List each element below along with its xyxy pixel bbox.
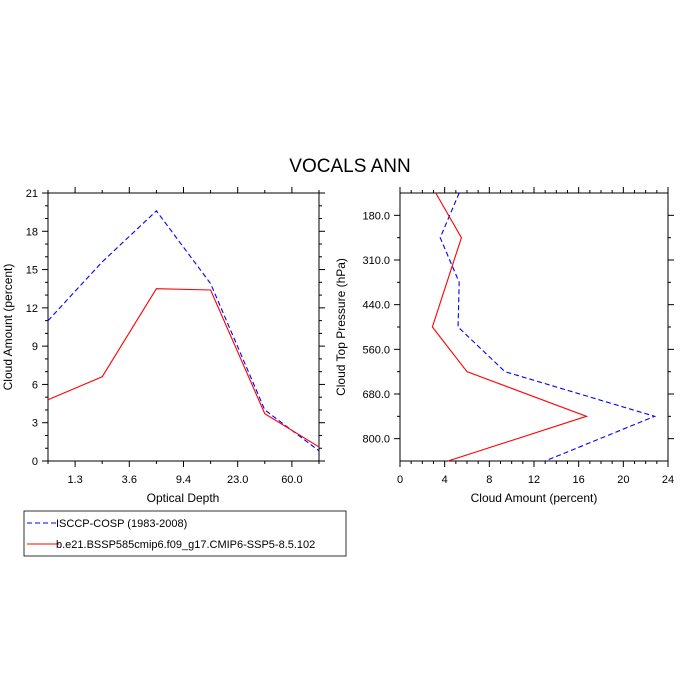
chart-title: VOCALS ANN [289,156,410,177]
right-y-tick-label: 440.0 [362,300,390,312]
right-y-tick-label: 680.0 [362,389,390,401]
right-panel: 0 4 8 12 16 20 24 180.0 310.0 440.0 560.0 680.0 800.… [334,187,674,505]
left-x-tick-label: 23.0 [227,474,248,486]
right-x-tick-label: 16 [573,474,585,486]
left-panel: 0 3 6 9 12 15 18 21 1.3 3.6 9.4 23.0 60.0 Optical De… [1,187,325,505]
right-ticks: 0 4 8 12 16 20 24 180.0 310.0 440.0 560.0 680.0 800.… [362,187,674,486]
left-x-tick-label: 3.6 [122,474,137,486]
left-x-axis-label: Optical Depth [147,491,220,505]
right-y-tick-label: 800.0 [362,434,390,446]
right-x-tick-label: 8 [486,474,492,486]
left-plot-frame [47,192,320,462]
right-series-model-line [431,192,589,462]
right-series-lines [431,192,657,462]
right-x-tick-label: 24 [662,474,674,486]
right-x-tick-label: 0 [397,474,403,486]
left-x-tick-label: 60.0 [281,474,302,486]
left-y-tick-label: 21 [26,188,38,200]
left-ticks: 0 3 6 9 12 15 18 21 1.3 3.6 9.4 23.0 60.0 [26,187,325,486]
right-x-tick-label: 4 [442,474,448,486]
left-y-tick-label: 15 [26,265,38,277]
left-x-tick-label: 1.3 [67,474,82,486]
left-y-tick-label: 6 [32,379,38,391]
left-series-lines [47,210,320,452]
left-series-model-line [47,288,320,448]
right-series-isccp-line [439,192,657,462]
legend-label-model: b.e21.BSSP585cmip6.f09_g17.CMIP6-SSP5-8.… [56,539,315,551]
right-plot-frame [399,192,669,462]
left-y-tick-label: 3 [32,418,38,430]
left-y-axis-label: Cloud Amount (percent) [1,264,15,391]
left-y-tick-label: 12 [26,303,38,315]
left-x-tick-label: 9.4 [176,474,191,486]
right-y-tick-label: 180.0 [362,210,390,222]
right-x-tick-label: 12 [528,474,540,486]
left-y-tick-label: 18 [26,226,38,238]
right-y-tick-label: 310.0 [362,255,390,267]
right-y-tick-label: 560.0 [362,344,390,356]
right-y-axis-label: Cloud Top Pressure (hPa) [334,258,348,396]
right-x-tick-label: 20 [617,474,629,486]
left-y-tick-label: 9 [32,341,38,353]
legend: ISCCP-COSP (1983-2008) b.e21.BSSP585cmip… [23,510,347,557]
legend-label-isccp: ISCCP-COSP (1983-2008) [56,518,187,530]
legend-box [23,510,347,557]
left-y-tick-label: 0 [32,456,38,468]
left-series-isccp-line [47,210,320,452]
right-x-axis-label: Cloud Amount (percent) [471,491,598,505]
